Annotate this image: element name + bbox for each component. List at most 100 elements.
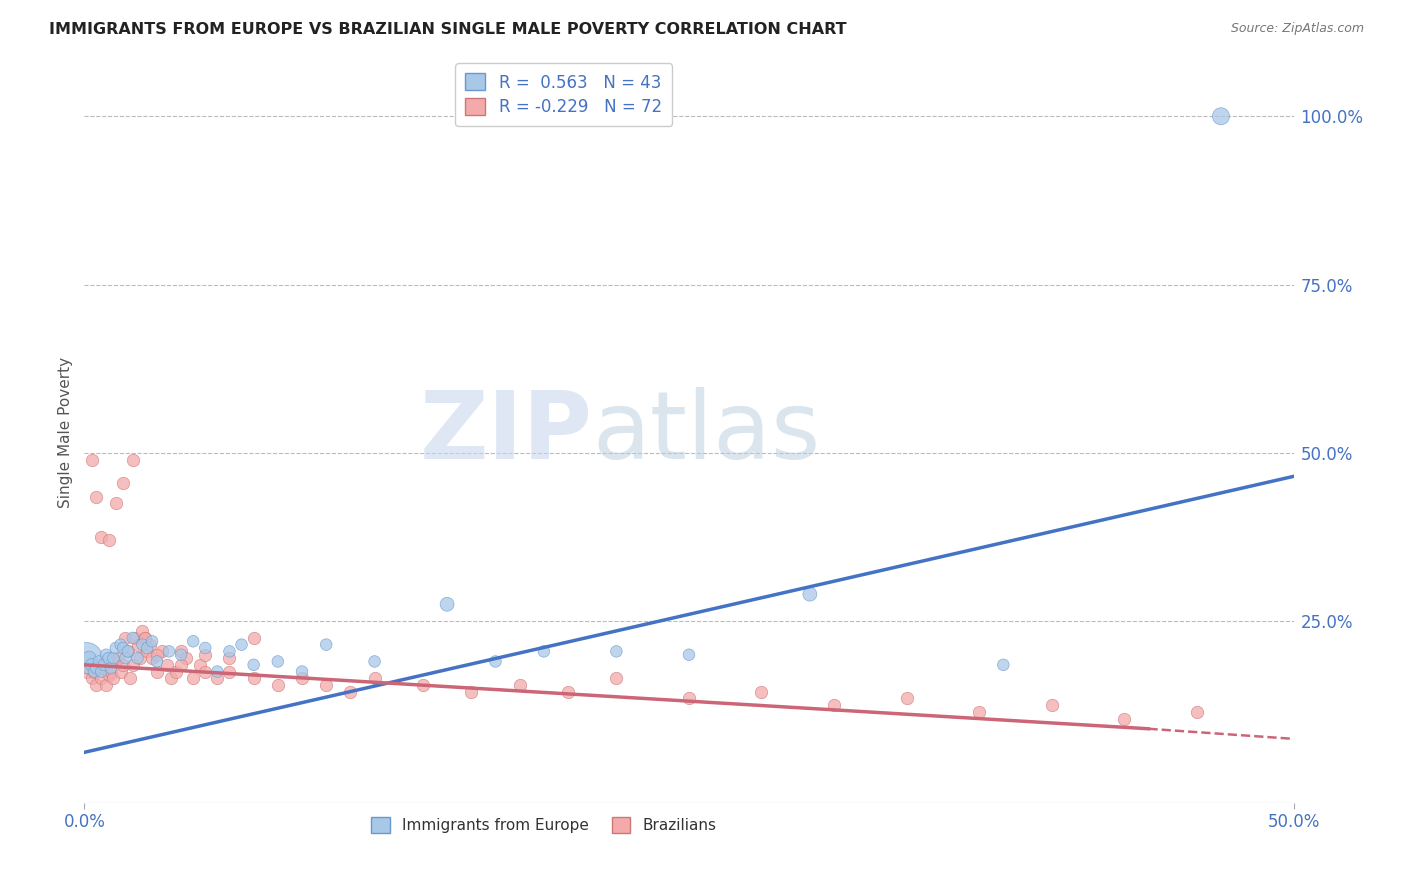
Point xyxy=(181,634,204,648)
Point xyxy=(86,661,108,675)
Point xyxy=(94,648,117,662)
Point xyxy=(136,644,159,658)
Point xyxy=(76,651,98,665)
Point xyxy=(112,657,135,672)
Point xyxy=(799,587,821,601)
Point xyxy=(93,657,115,672)
Point xyxy=(823,698,845,713)
Point xyxy=(97,651,120,665)
Point xyxy=(110,638,132,652)
Point xyxy=(141,651,163,665)
Point xyxy=(83,665,105,679)
Point xyxy=(150,644,173,658)
Point xyxy=(131,624,153,639)
Point xyxy=(218,644,240,658)
Point xyxy=(993,657,1015,672)
Point xyxy=(267,655,290,669)
Point xyxy=(146,665,169,679)
Point xyxy=(114,651,136,665)
Point xyxy=(80,657,103,672)
Point xyxy=(291,665,314,679)
Point xyxy=(90,530,112,544)
Point xyxy=(363,671,385,685)
Point xyxy=(112,476,135,491)
Point xyxy=(120,671,142,685)
Point xyxy=(87,657,110,672)
Point xyxy=(1040,698,1063,713)
Point xyxy=(134,631,156,645)
Point xyxy=(80,452,103,467)
Point xyxy=(124,631,146,645)
Point xyxy=(117,644,139,658)
Point xyxy=(218,651,240,665)
Point xyxy=(114,631,136,645)
Point xyxy=(155,657,177,672)
Point xyxy=(170,657,193,672)
Point xyxy=(146,655,169,669)
Point xyxy=(174,651,197,665)
Point xyxy=(678,691,700,706)
Point xyxy=(80,671,103,685)
Point xyxy=(136,640,159,655)
Point xyxy=(315,638,337,652)
Point xyxy=(94,678,117,692)
Point xyxy=(107,651,129,665)
Point xyxy=(83,665,105,679)
Point xyxy=(533,644,555,658)
Text: IMMIGRANTS FROM EUROPE VS BRAZILIAN SINGLE MALE POVERTY CORRELATION CHART: IMMIGRANTS FROM EUROPE VS BRAZILIAN SING… xyxy=(49,22,846,37)
Point xyxy=(76,665,98,679)
Point xyxy=(93,661,115,675)
Point xyxy=(678,648,700,662)
Point xyxy=(242,631,264,645)
Point xyxy=(194,665,217,679)
Point xyxy=(315,678,337,692)
Point xyxy=(86,490,108,504)
Point xyxy=(121,452,143,467)
Point xyxy=(77,651,100,665)
Point xyxy=(605,671,627,685)
Point xyxy=(131,638,153,652)
Point xyxy=(460,685,482,699)
Point xyxy=(194,648,217,662)
Point xyxy=(207,665,229,679)
Y-axis label: Single Male Poverty: Single Male Poverty xyxy=(58,357,73,508)
Point xyxy=(231,638,253,652)
Point xyxy=(484,655,506,669)
Point xyxy=(412,678,434,692)
Point xyxy=(165,665,187,679)
Point xyxy=(557,685,579,699)
Point xyxy=(90,665,112,679)
Point xyxy=(117,644,139,658)
Text: Source: ZipAtlas.com: Source: ZipAtlas.com xyxy=(1230,22,1364,36)
Text: atlas: atlas xyxy=(592,386,821,479)
Point xyxy=(127,651,149,665)
Point xyxy=(605,644,627,658)
Point xyxy=(1209,109,1232,123)
Point xyxy=(103,671,125,685)
Point xyxy=(100,661,122,675)
Point xyxy=(363,655,385,669)
Point xyxy=(160,671,183,685)
Point xyxy=(146,648,169,662)
Point xyxy=(509,678,531,692)
Point xyxy=(104,496,127,510)
Point xyxy=(170,648,193,662)
Point xyxy=(110,665,132,679)
Point xyxy=(141,634,163,648)
Point xyxy=(181,671,204,685)
Point xyxy=(157,644,180,658)
Point xyxy=(967,705,990,719)
Point xyxy=(896,691,918,706)
Point xyxy=(86,678,108,692)
Point xyxy=(1114,712,1136,726)
Point xyxy=(77,661,100,675)
Point xyxy=(218,665,240,679)
Point xyxy=(242,657,264,672)
Point xyxy=(121,631,143,645)
Point xyxy=(97,533,120,548)
Point xyxy=(129,651,152,665)
Point xyxy=(436,597,458,611)
Point xyxy=(242,671,264,685)
Point xyxy=(112,640,135,655)
Point xyxy=(127,638,149,652)
